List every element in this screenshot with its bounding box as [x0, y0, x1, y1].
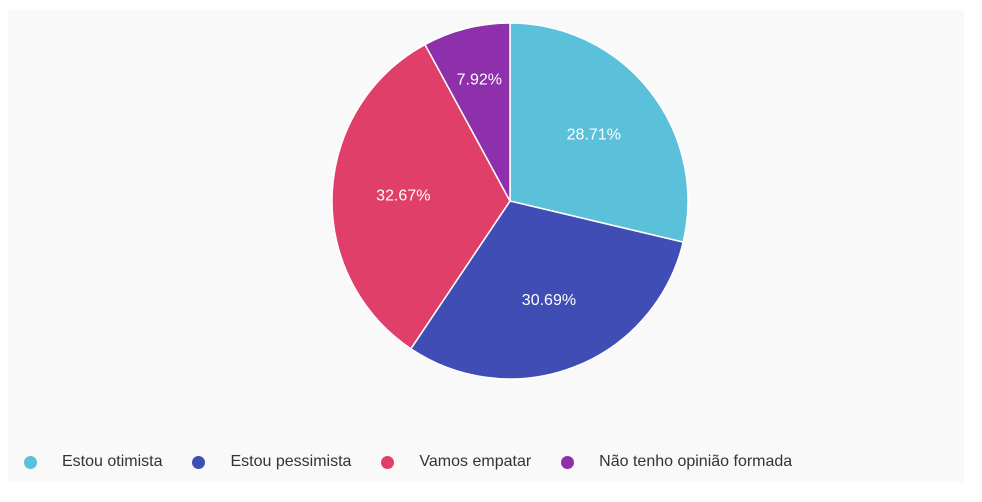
legend-item-estou-otimista[interactable]: Estou otimista	[24, 453, 162, 471]
pie-slice-nao-tenho-opiniao-formada[interactable]	[424, 22, 511, 202]
legend-item-nao-tenho-opiniao-formada[interactable]: Não tenho opinião formada	[561, 453, 792, 471]
pie-chart: 28.71% 30.69% 32.67% 7.92%	[331, 22, 689, 380]
legend-label: Não tenho opinião formada	[599, 453, 793, 470]
legend-label: Estou pessimista	[230, 453, 352, 470]
legend-label: Estou otimista	[62, 453, 163, 470]
legend-marker	[24, 455, 37, 469]
legend-label: Vamos empatar	[419, 453, 532, 470]
slice-label-vamos-empatar: 32.67%	[376, 188, 430, 205]
legend-item-estou-pessimista[interactable]: Estou pessimista	[192, 453, 351, 471]
pie-slice-estou-otimista[interactable]	[509, 22, 689, 244]
legend-marker	[381, 455, 395, 469]
slice-label-estou-pessimista: 30.69%	[522, 292, 576, 309]
slice-label-estou-otimista: 28.71%	[567, 126, 621, 143]
chart-panel: 28.71% 30.69% 32.67% 7.92% Estou otimista E…	[8, 10, 964, 482]
slice-label-nao-tenho-opiniao-formada: 7.92%	[457, 72, 502, 89]
legend: Estou otimista Estou pessimista Vamos em…	[24, 450, 792, 474]
legend-item-vamos-empatar[interactable]: Vamos empatar	[381, 453, 531, 471]
legend-marker	[192, 455, 206, 469]
legend-marker	[561, 455, 575, 469]
pie-slice-estou-pessimista[interactable]	[409, 200, 685, 380]
